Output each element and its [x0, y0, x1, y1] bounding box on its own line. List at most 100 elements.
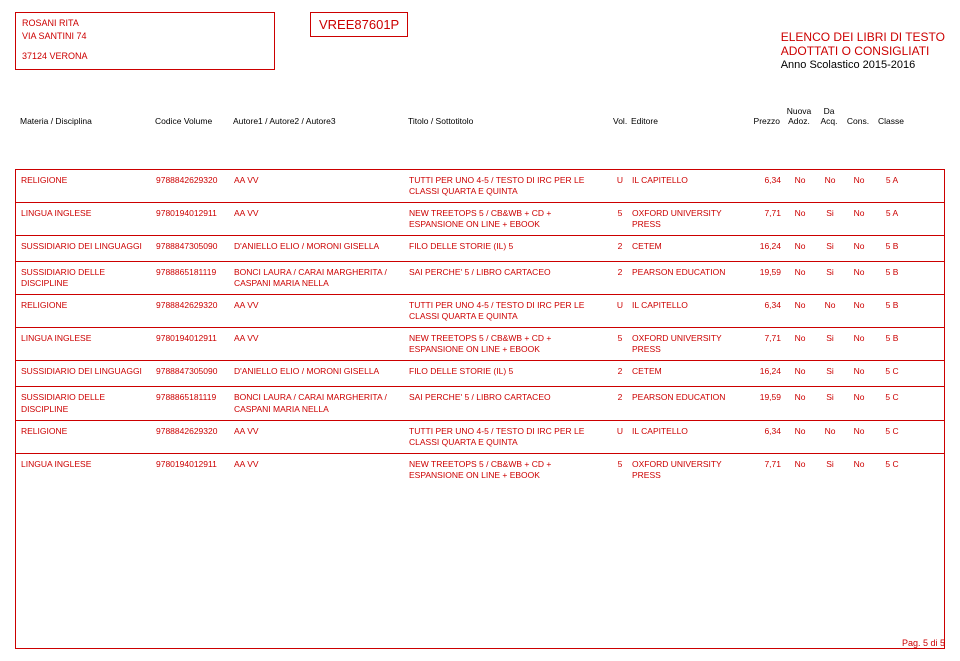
cell-cons: No	[844, 333, 874, 355]
cell-nuova: No	[784, 300, 816, 322]
cell-classe: 5 C	[874, 459, 910, 481]
col-cons: Cons.	[843, 116, 873, 126]
col-acq: Da Acq.	[815, 106, 843, 126]
cell-autore: AA VV	[231, 175, 406, 197]
cell-codice: 9788847305090	[153, 366, 231, 381]
cell-vol: 5	[611, 459, 629, 481]
cell-titolo: FILO DELLE STORIE (IL) 5	[406, 241, 611, 256]
table-row: SUSSIDIARIO DEI LINGUAGGI9788847305090D'…	[16, 235, 944, 261]
cell-editore: OXFORD UNIVERSITY PRESS	[629, 459, 749, 481]
col-nuova: Nuova Adoz.	[783, 106, 815, 126]
cell-acq: No	[816, 426, 844, 448]
cell-codice: 9788847305090	[153, 241, 231, 256]
cell-cons: No	[844, 241, 874, 256]
cell-nuova: No	[784, 366, 816, 381]
cell-nuova: No	[784, 459, 816, 481]
cell-titolo: TUTTI PER UNO 4-5 / TESTO DI IRC PER LE …	[406, 175, 611, 197]
school-city: 37124 VERONA	[22, 50, 268, 63]
page-footer: Pag. 5 di 5	[902, 638, 945, 648]
table-row: RELIGIONE9788842629320AA VVTUTTI PER UNO…	[16, 420, 944, 453]
cell-cons: No	[844, 175, 874, 197]
cell-autore: AA VV	[231, 333, 406, 355]
table-row: LINGUA INGLESE9780194012911AA VVNEW TREE…	[16, 453, 944, 486]
cell-prezzo: 19,59	[749, 392, 784, 414]
cell-classe: 5 B	[874, 300, 910, 322]
cell-acq: Si	[816, 366, 844, 381]
table-row: SUSSIDIARIO DELLE DISCIPLINE978886518111…	[16, 386, 944, 419]
cell-cons: No	[844, 392, 874, 414]
cell-vol: 2	[611, 267, 629, 289]
school-info-box: ROSANI RITA VIA SANTINI 74 37124 VERONA	[15, 12, 275, 70]
cell-classe: 5 C	[874, 366, 910, 381]
cell-editore: CETEM	[629, 241, 749, 256]
col-classe: Classe	[873, 116, 909, 126]
document-header: ROSANI RITA VIA SANTINI 74 37124 VERONA …	[15, 12, 945, 102]
cell-codice: 9788842629320	[153, 300, 231, 322]
title-line2: ADOTTATI O CONSIGLIATI	[781, 44, 945, 58]
table-body: RELIGIONE9788842629320AA VVTUTTI PER UNO…	[15, 169, 945, 649]
cell-prezzo: 6,34	[749, 175, 784, 197]
cell-editore: IL CAPITELLO	[629, 426, 749, 448]
school-year: Anno Scolastico 2015-2016	[781, 59, 945, 71]
cell-titolo: NEW TREETOPS 5 / CB&WB + CD + ESPANSIONE…	[406, 459, 611, 481]
cell-codice: 9788842629320	[153, 175, 231, 197]
col-titolo: Titolo / Sottotitolo	[405, 116, 610, 126]
cell-nuova: No	[784, 333, 816, 355]
cell-editore: OXFORD UNIVERSITY PRESS	[629, 208, 749, 230]
cell-materia: LINGUA INGLESE	[18, 208, 153, 230]
table-row: RELIGIONE9788842629320AA VVTUTTI PER UNO…	[16, 294, 944, 327]
cell-autore: AA VV	[231, 426, 406, 448]
cell-cons: No	[844, 366, 874, 381]
cell-acq: Si	[816, 208, 844, 230]
cell-materia: SUSSIDIARIO DELLE DISCIPLINE	[18, 392, 153, 414]
cell-titolo: FILO DELLE STORIE (IL) 5	[406, 366, 611, 381]
cell-codice: 9788865181119	[153, 267, 231, 289]
cell-vol: U	[611, 426, 629, 448]
cell-titolo: NEW TREETOPS 5 / CB&WB + CD + ESPANSIONE…	[406, 333, 611, 355]
cell-codice: 9780194012911	[153, 459, 231, 481]
table-row: LINGUA INGLESE9780194012911AA VVNEW TREE…	[16, 202, 944, 235]
cell-codice: 9780194012911	[153, 208, 231, 230]
cell-classe: 5 B	[874, 267, 910, 289]
cell-materia: RELIGIONE	[18, 300, 153, 322]
cell-editore: OXFORD UNIVERSITY PRESS	[629, 333, 749, 355]
cell-editore: IL CAPITELLO	[629, 175, 749, 197]
cell-acq: Si	[816, 459, 844, 481]
cell-nuova: No	[784, 426, 816, 448]
cell-vol: 2	[611, 241, 629, 256]
cell-vol: 5	[611, 208, 629, 230]
table-header-row: Materia / Disciplina Codice Volume Autor…	[15, 102, 945, 129]
cell-acq: Si	[816, 333, 844, 355]
cell-nuova: No	[784, 241, 816, 256]
title-line1: ELENCO DEI LIBRI DI TESTO	[781, 30, 945, 44]
cell-acq: Si	[816, 392, 844, 414]
cell-classe: 5 A	[874, 175, 910, 197]
cell-editore: IL CAPITELLO	[629, 300, 749, 322]
cell-titolo: TUTTI PER UNO 4-5 / TESTO DI IRC PER LE …	[406, 300, 611, 322]
cell-nuova: No	[784, 392, 816, 414]
cell-prezzo: 7,71	[749, 208, 784, 230]
cell-materia: SUSSIDIARIO DEI LINGUAGGI	[18, 366, 153, 381]
col-vol: Vol.	[610, 116, 628, 126]
cell-cons: No	[844, 300, 874, 322]
cell-editore: PEARSON EDUCATION	[629, 392, 749, 414]
cell-cons: No	[844, 208, 874, 230]
cell-acq: No	[816, 175, 844, 197]
col-autore: Autore1 / Autore2 / Autore3	[230, 116, 405, 126]
cell-classe: 5 A	[874, 208, 910, 230]
cell-codice: 9780194012911	[153, 333, 231, 355]
cell-nuova: No	[784, 175, 816, 197]
cell-prezzo: 16,24	[749, 366, 784, 381]
document-title-box: ELENCO DEI LIBRI DI TESTO ADOTTATI O CON…	[781, 30, 945, 71]
table-row: RELIGIONE9788842629320AA VVTUTTI PER UNO…	[16, 169, 944, 202]
cell-classe: 5 B	[874, 333, 910, 355]
cell-classe: 5 B	[874, 241, 910, 256]
cell-vol: 2	[611, 366, 629, 381]
cell-prezzo: 6,34	[749, 426, 784, 448]
cell-cons: No	[844, 426, 874, 448]
cell-nuova: No	[784, 208, 816, 230]
cell-autore: AA VV	[231, 459, 406, 481]
cell-cons: No	[844, 459, 874, 481]
cell-prezzo: 16,24	[749, 241, 784, 256]
col-codice: Codice Volume	[152, 116, 230, 126]
